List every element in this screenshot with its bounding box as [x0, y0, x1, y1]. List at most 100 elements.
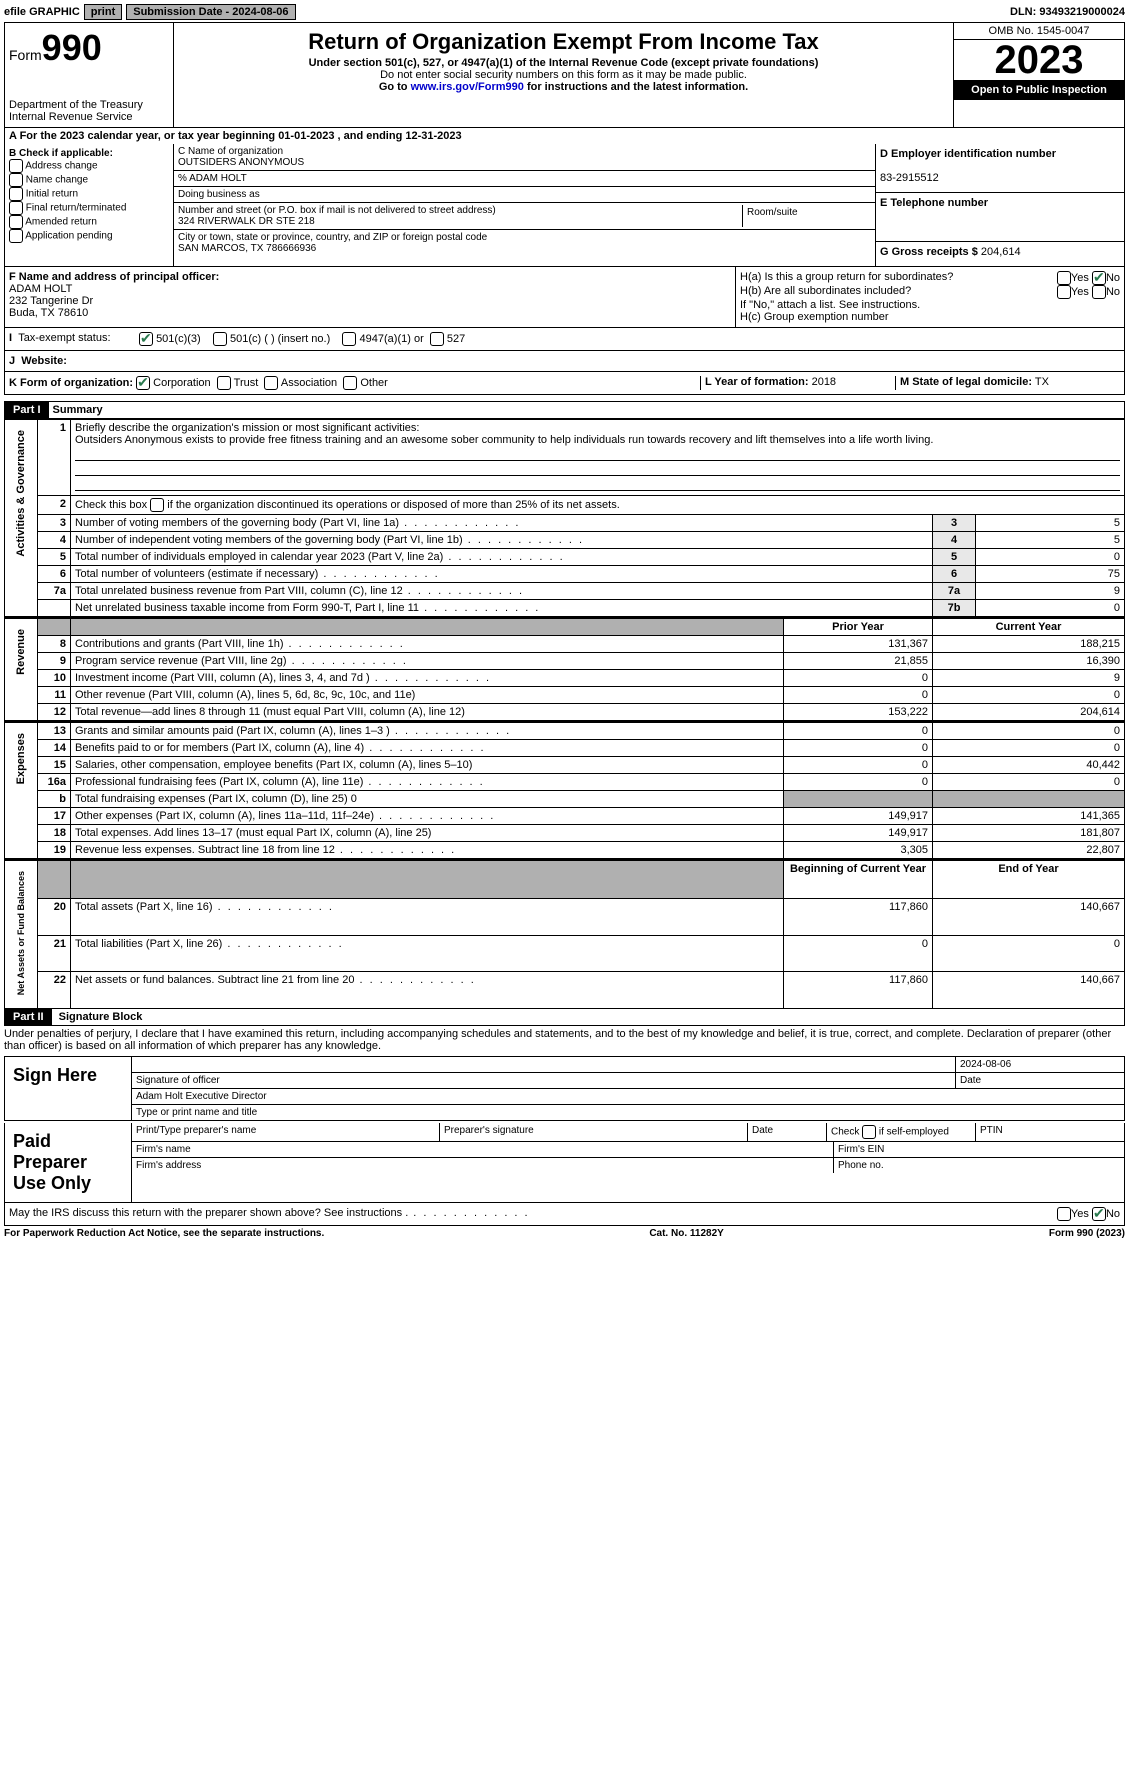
initial-return-checkbox[interactable] — [9, 187, 23, 201]
l18-prior: 149,917 — [784, 825, 933, 842]
goto-link[interactable]: Go to www.irs.gov/Form990 for instructio… — [178, 81, 949, 93]
assoc-label: Association — [281, 377, 337, 389]
l7a-num: 7a — [38, 583, 71, 600]
website-label: Website: — [21, 355, 67, 367]
l11-curr: 0 — [933, 687, 1125, 704]
m-label: M State of legal domicile: — [900, 376, 1032, 388]
l7b-box: 7b — [933, 600, 976, 618]
addr-change-checkbox[interactable] — [9, 159, 23, 173]
dln-label: DLN: 93493219000024 — [1010, 6, 1125, 18]
side-netassets: Net Assets or Fund Balances — [16, 863, 26, 1003]
paid-preparer-label: Paid Preparer Use Only — [5, 1123, 132, 1202]
submission-date: Submission Date - 2024-08-06 — [126, 4, 295, 20]
l9-num: 9 — [38, 653, 71, 670]
l17-text: Other expenses (Part IX, column (A), lin… — [75, 810, 374, 822]
print-button[interactable]: print — [84, 4, 122, 20]
l11-text: Other revenue (Part VIII, column (A), li… — [75, 689, 415, 701]
prep-date-label: Date — [748, 1123, 827, 1141]
501c3-checkbox[interactable] — [139, 332, 153, 346]
current-year-hdr: Current Year — [933, 618, 1125, 636]
trust-label: Trust — [234, 377, 259, 389]
declaration-text: Under penalties of perjury, I declare th… — [4, 1026, 1125, 1054]
final-return-checkbox[interactable] — [9, 201, 23, 215]
501c3-label: 501(c)(3) — [156, 333, 201, 345]
open-public-badge: Open to Public Inspection — [954, 80, 1124, 100]
corp-label: Corporation — [153, 377, 210, 389]
sign-here-block: Sign Here 2024-08-06 Signature of office… — [4, 1056, 1125, 1121]
discuss-no-checkbox[interactable] — [1092, 1207, 1106, 1221]
officer-name: ADAM HOLT — [9, 283, 72, 295]
final-return-label: Final return/terminated — [26, 203, 127, 214]
l10-curr: 9 — [933, 670, 1125, 687]
tax-status-label: Tax-exempt status: — [18, 332, 110, 344]
prep-check-label: Check if self-employed — [827, 1123, 976, 1141]
l9-prior: 21,855 — [784, 653, 933, 670]
other-checkbox[interactable] — [343, 376, 357, 390]
assoc-checkbox[interactable] — [264, 376, 278, 390]
app-pending-checkbox[interactable] — [9, 229, 23, 243]
501c-label: 501(c) ( ) (insert no.) — [230, 333, 330, 345]
street-value: 324 RIVERWALK DR STE 218 — [178, 216, 315, 227]
l8-num: 8 — [38, 636, 71, 653]
l5-val: 0 — [976, 549, 1125, 566]
501c-checkbox[interactable] — [213, 332, 227, 346]
4947-checkbox[interactable] — [342, 332, 356, 346]
l8-curr: 188,215 — [933, 636, 1125, 653]
l3-text: Number of voting members of the governin… — [75, 517, 399, 529]
l3-box: 3 — [933, 515, 976, 532]
l3-val: 5 — [976, 515, 1125, 532]
discuss-yes-checkbox[interactable] — [1057, 1207, 1071, 1221]
q2-checkbox[interactable] — [150, 498, 164, 512]
tax-status-row: I Tax-exempt status: 501(c)(3) 501(c) ( … — [4, 328, 1125, 351]
f-label: F Name and address of principal officer: — [9, 271, 219, 283]
care-of: % ADAM HOLT — [174, 171, 875, 187]
l14-num: 14 — [38, 740, 71, 757]
l16a-num: 16a — [38, 774, 71, 791]
footer-mid: Cat. No. 11282Y — [649, 1228, 723, 1239]
l13-text: Grants and similar amounts paid (Part IX… — [75, 725, 390, 737]
ha-no-checkbox[interactable] — [1092, 271, 1106, 285]
trust-checkbox[interactable] — [217, 376, 231, 390]
l7b-val: 0 — [976, 600, 1125, 618]
tax-year: 2023 — [954, 40, 1124, 80]
hb-no-checkbox[interactable] — [1092, 285, 1106, 299]
footer-left: For Paperwork Reduction Act Notice, see … — [4, 1228, 324, 1239]
527-label: 527 — [447, 333, 465, 345]
l7b-text: Net unrelated business taxable income fr… — [75, 602, 419, 614]
begin-year-hdr: Beginning of Current Year — [784, 860, 933, 899]
part2-title: Signature Block — [55, 1009, 147, 1025]
self-employed-checkbox[interactable] — [862, 1125, 876, 1139]
name-change-checkbox[interactable] — [9, 173, 23, 187]
l20-num: 20 — [38, 898, 71, 935]
l22-num: 22 — [38, 972, 71, 1009]
l15-prior: 0 — [784, 757, 933, 774]
amended-return-checkbox[interactable] — [9, 215, 23, 229]
l21-prior: 0 — [784, 935, 933, 972]
hc-label: H(c) Group exemption number — [740, 311, 1120, 323]
hb-note: If "No," attach a list. See instructions… — [740, 299, 1120, 311]
527-checkbox[interactable] — [430, 332, 444, 346]
l19-num: 19 — [38, 842, 71, 860]
l3-num: 3 — [38, 515, 71, 532]
l4-text: Number of independent voting members of … — [75, 534, 463, 546]
org-info-block: B Check if applicable: Address change Na… — [4, 144, 1125, 267]
hb-yes-checkbox[interactable] — [1057, 285, 1071, 299]
l17-num: 17 — [38, 808, 71, 825]
firm-phone-label: Phone no. — [834, 1158, 1124, 1173]
city-label: City or town, state or province, country… — [178, 232, 487, 243]
efile-label: efile GRAPHIC — [4, 6, 80, 18]
c-name-label: C Name of organization — [178, 146, 283, 157]
corp-checkbox[interactable] — [136, 376, 150, 390]
l5-num: 5 — [38, 549, 71, 566]
website-row: J Website: — [4, 351, 1125, 372]
l4-val: 5 — [976, 532, 1125, 549]
l16b-text: Total fundraising expenses (Part IX, col… — [75, 793, 357, 805]
ein-label: D Employer identification number — [880, 148, 1056, 160]
l4-box: 4 — [933, 532, 976, 549]
l16b-prior — [784, 791, 933, 808]
part2-badge: Part II — [5, 1009, 52, 1025]
l-label: L Year of formation: — [705, 376, 809, 388]
firm-addr-label: Firm's address — [132, 1158, 834, 1173]
paid-preparer-block: Paid Preparer Use Only Print/Type prepar… — [4, 1123, 1125, 1203]
ha-yes-checkbox[interactable] — [1057, 271, 1071, 285]
